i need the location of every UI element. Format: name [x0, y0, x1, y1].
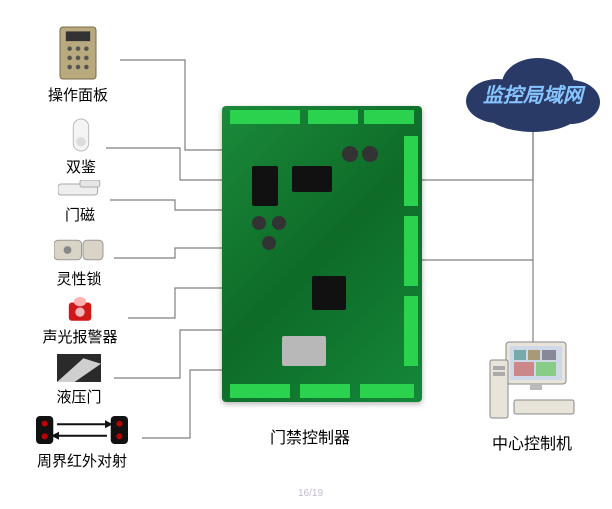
central-control-pc-label: 中心控制机	[492, 430, 572, 454]
central-control-pc-text: 中心控制机	[492, 436, 572, 453]
device-panel: 操作面板	[38, 26, 118, 105]
panel-icon	[59, 26, 97, 80]
alarm-icon	[66, 296, 94, 322]
ir-icon	[34, 414, 130, 446]
page-number: 16/19	[298, 488, 323, 499]
device-lock: 灵性锁	[44, 236, 114, 289]
device-dual: 双鉴	[56, 118, 106, 177]
device-alarm: 声光报警器	[30, 296, 130, 347]
lan-cloud: 监控局域网	[458, 46, 608, 134]
device-ir: 周界红外对射	[22, 414, 142, 471]
device-hydra: 液压门	[44, 354, 114, 407]
door-icon	[58, 180, 102, 200]
svg-text:监控局域网: 监控局域网	[483, 84, 586, 107]
door-label: 门磁	[50, 204, 110, 225]
panel-label: 操作面板	[38, 84, 118, 105]
lock-icon	[54, 236, 104, 264]
page-number-text: 16/19	[298, 488, 323, 499]
dual-label: 双鉴	[56, 156, 106, 177]
hydra-label: 液压门	[44, 386, 114, 407]
alarm-label: 声光报警器	[30, 326, 130, 347]
central-control-pc	[488, 340, 582, 420]
access-controller-label: 门禁控制器	[270, 424, 350, 448]
dual-icon	[70, 118, 92, 152]
access-controller-board	[222, 106, 422, 402]
device-door: 门磁	[50, 180, 110, 225]
hydra-icon	[57, 354, 101, 382]
ir-label: 周界红外对射	[22, 450, 142, 471]
access-controller-text: 门禁控制器	[270, 430, 350, 447]
lock-label: 灵性锁	[44, 268, 114, 289]
